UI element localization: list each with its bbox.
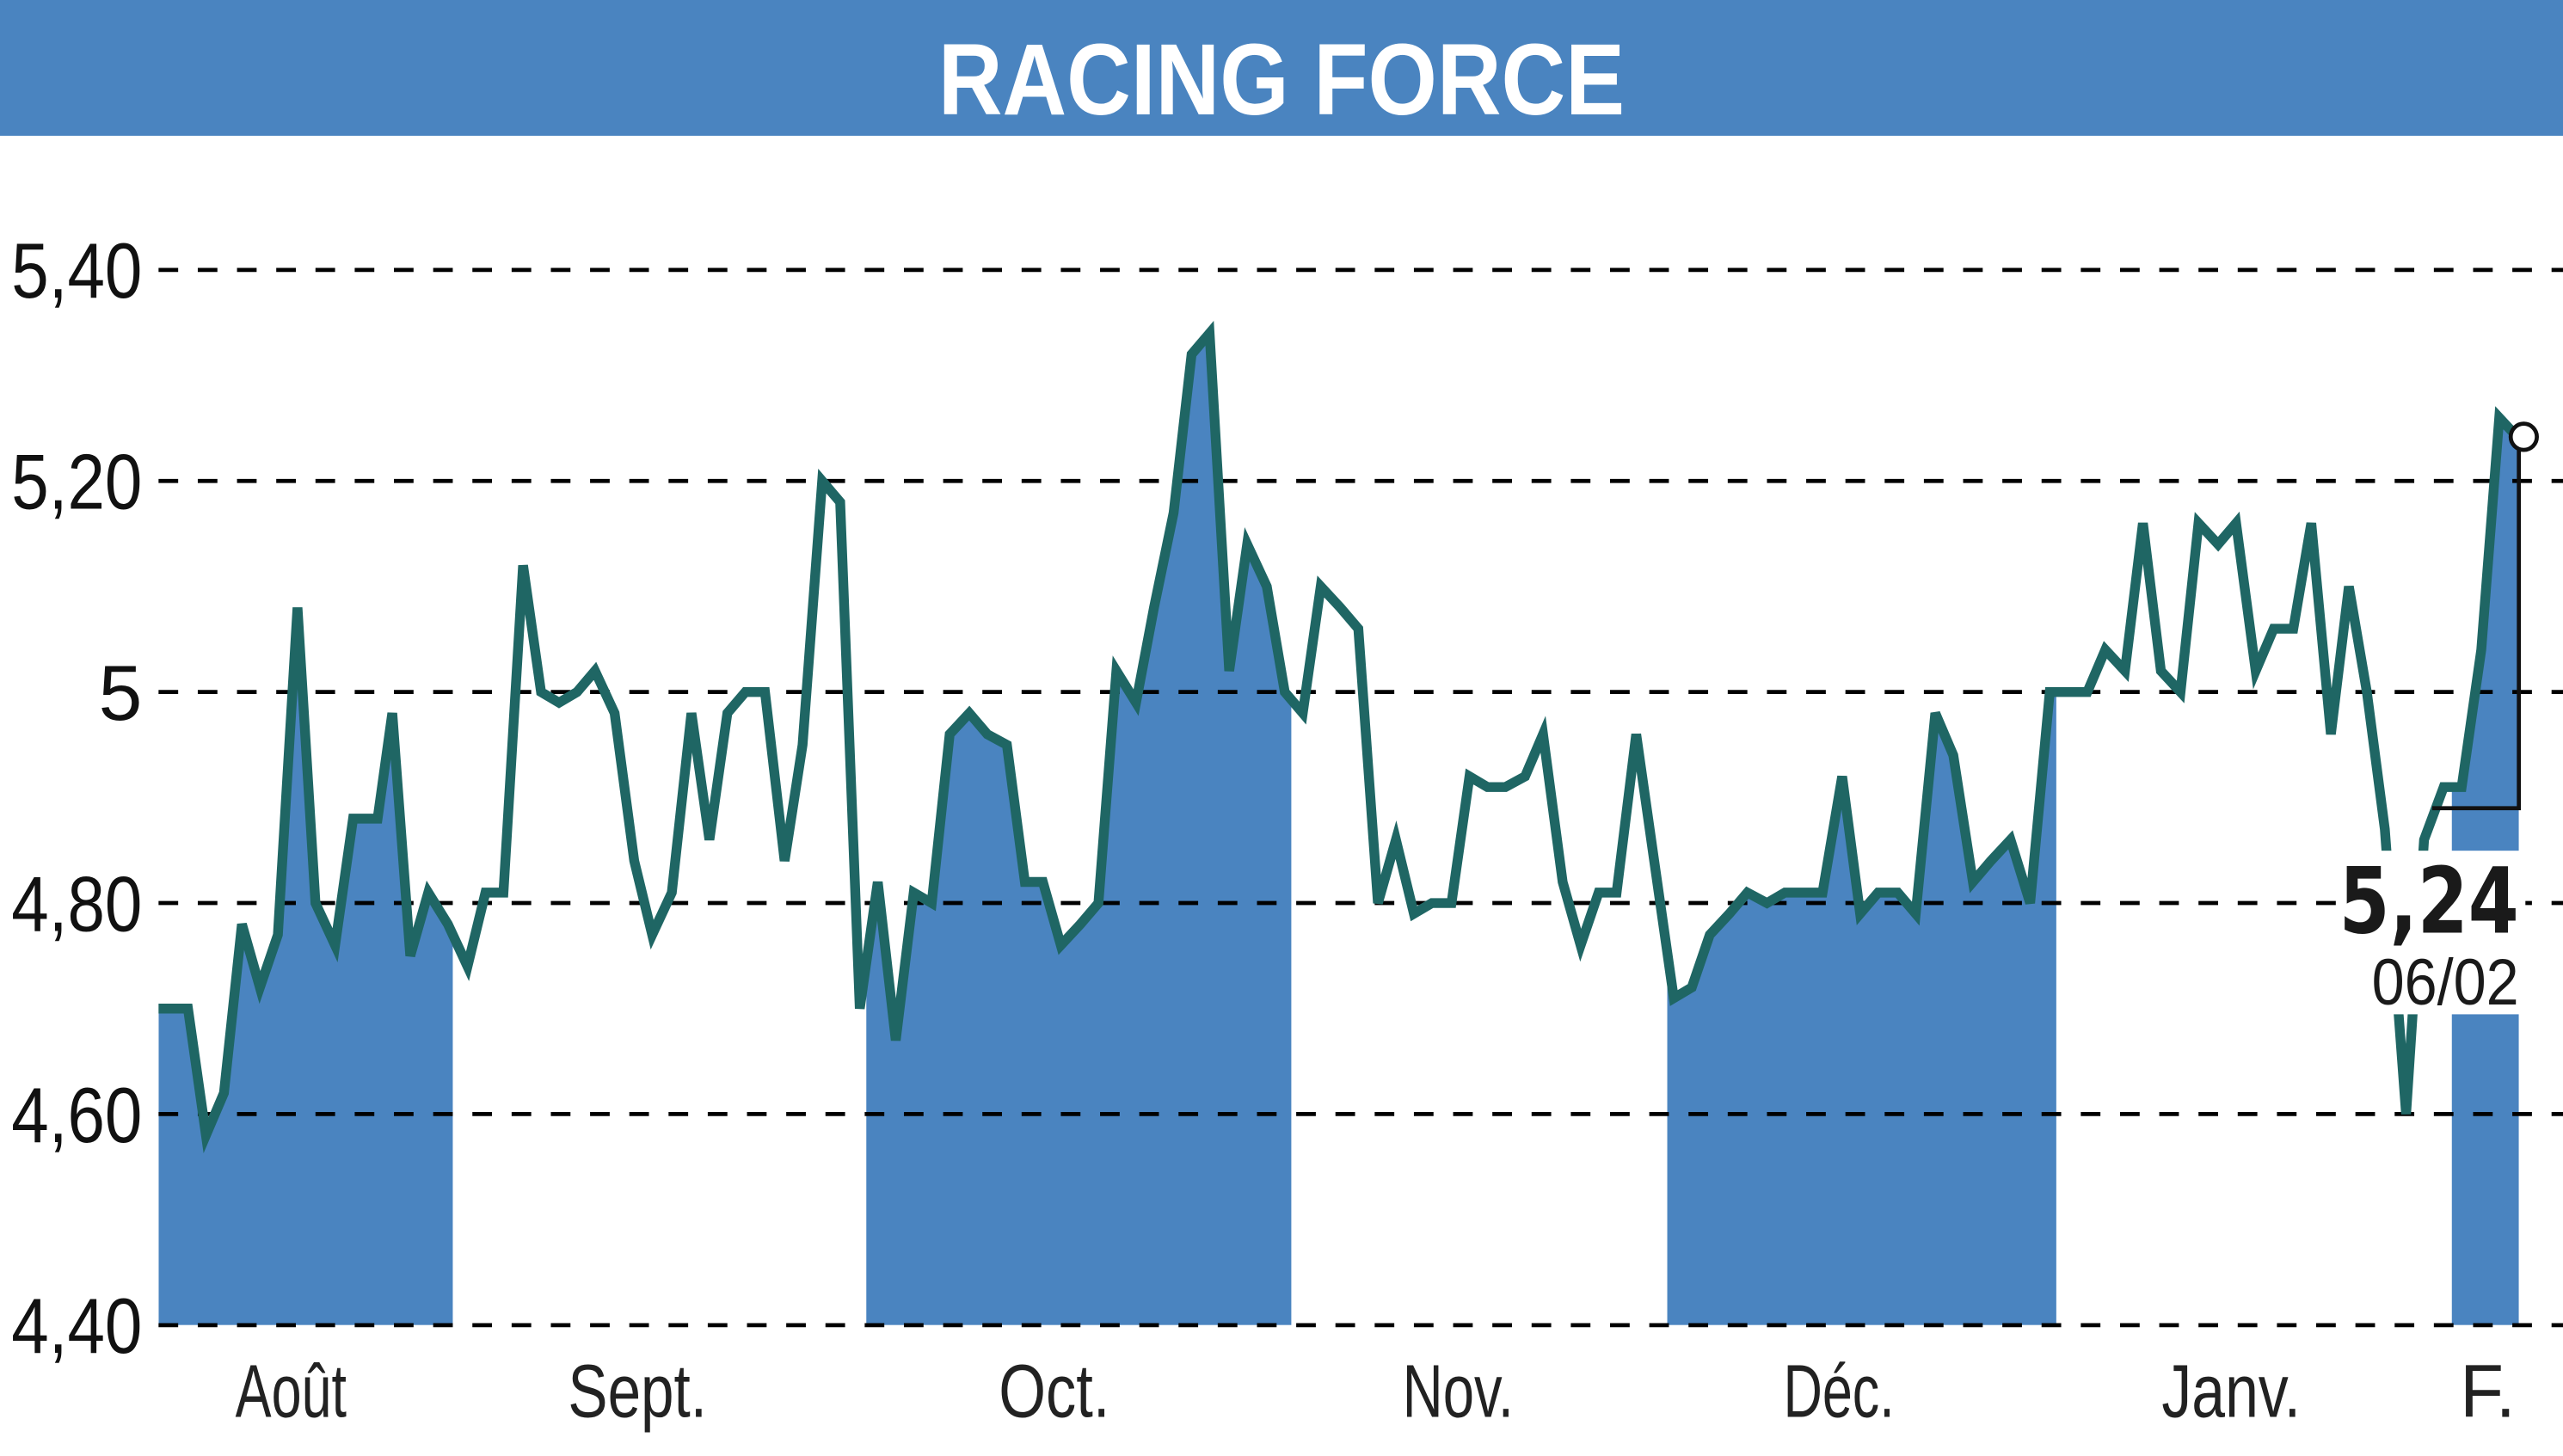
y-axis-ticks: 5,40 5,20 5 4,80 4,60 4,40 — [11, 227, 142, 1370]
x-month-label: Oct. — [999, 1348, 1109, 1433]
title-bar — [0, 0, 2563, 136]
x-month-label: Déc. — [1783, 1348, 1894, 1433]
y-tick-label: 4,80 — [11, 860, 142, 948]
y-tick-label: 4,40 — [11, 1282, 142, 1370]
month-band — [1667, 333, 2056, 1325]
y-tick-label: 4,60 — [11, 1072, 142, 1159]
x-month-label: F. — [2460, 1348, 2516, 1433]
x-month-label: Janv. — [2161, 1348, 2301, 1433]
annotation-leader-line — [2431, 438, 2522, 811]
last-date: 06/02 — [2372, 946, 2519, 1019]
price-line — [158, 320, 2523, 1154]
gridlines — [158, 267, 2563, 1328]
x-month-label: Nov. — [1403, 1348, 1514, 1433]
last-point-marker — [2508, 421, 2539, 452]
y-tick-label: 5,20 — [11, 439, 142, 526]
chart-title: RACING FORCE — [938, 22, 1625, 136]
x-month-label: Sept. — [568, 1348, 707, 1433]
y-tick-label: 5 — [99, 649, 143, 737]
last-value: 5,24 — [2339, 848, 2519, 955]
x-month-label: Août — [236, 1348, 347, 1433]
last-value-annotation: 5,24 06/02 — [2337, 421, 2539, 1019]
month-band — [2451, 333, 2519, 1325]
y-tick-label: 5,40 — [11, 227, 142, 315]
x-axis-months: Août Sept. Oct. Nov. Déc. Janv. F. — [236, 1348, 2516, 1433]
